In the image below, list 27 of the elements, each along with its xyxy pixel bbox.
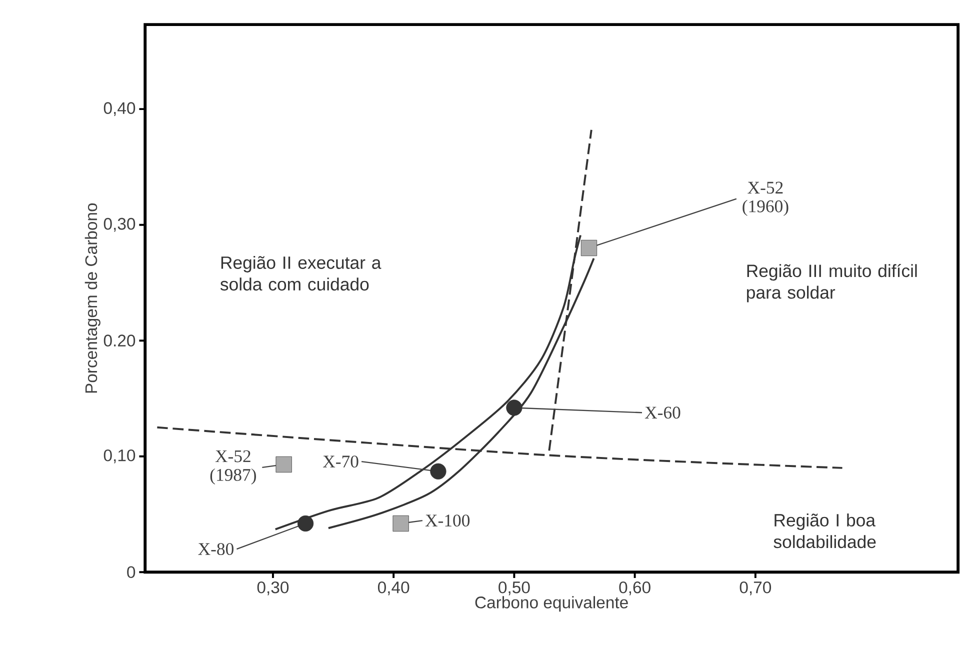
y-tick-label: 0.20	[104, 334, 136, 347]
x-tick-label: 0,50	[498, 582, 530, 596]
point	[297, 516, 314, 532]
x-axis-title: Carbono equivalente	[475, 596, 628, 612]
point	[430, 464, 446, 480]
annotation: Região I boa soldabilidade	[774, 514, 876, 548]
y-axis-title: Porcentagem de Carbono	[84, 204, 100, 393]
x-tick-label: 0,30	[257, 582, 289, 596]
annotation: Região II executar a solda com cuidado	[220, 256, 382, 291]
annotation: Região III muito difícil para soldar	[747, 264, 917, 302]
annotation: X-52 (1987)	[210, 450, 256, 485]
point	[392, 516, 409, 532]
annotation: X-80	[198, 543, 234, 556]
y-tick-label: 0,30	[104, 218, 136, 232]
point	[580, 240, 598, 256]
y-tick-label: 0,40	[104, 102, 136, 116]
point	[506, 400, 522, 416]
x-tick-label: 0,60	[619, 582, 650, 596]
x-tick-label: 0,40	[378, 582, 410, 596]
annotation: X-52 (1960)	[742, 182, 788, 216]
annotation: X-60	[644, 406, 680, 419]
point	[276, 456, 292, 473]
y-tick-label: 0	[127, 566, 136, 578]
annotation: X-100	[425, 514, 470, 527]
annotation: X-70	[322, 456, 358, 468]
x-tick-label: 0,70	[740, 582, 772, 596]
y-tick-label: 0,10	[104, 450, 136, 464]
